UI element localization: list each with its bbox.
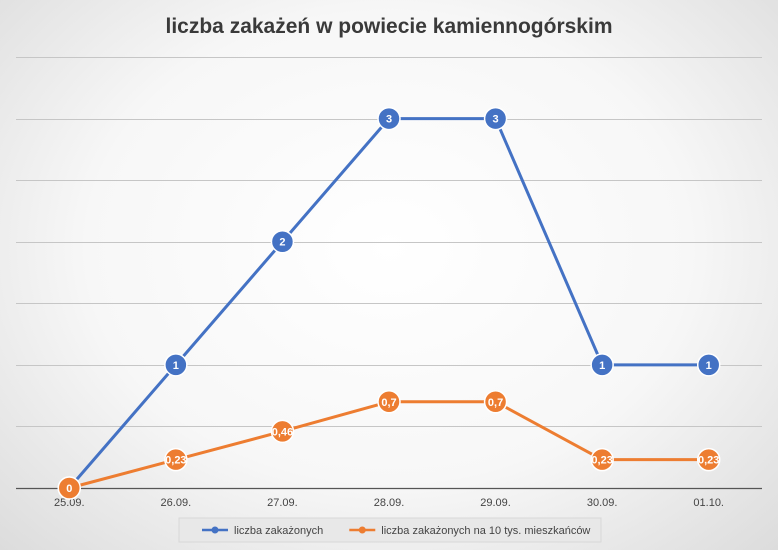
data-point[interactable] bbox=[590, 447, 614, 472]
legend-entry[interactable]: liczba zakażonych na 10 tys. mieszkańców bbox=[349, 525, 590, 537]
data-label: 0,23 bbox=[698, 455, 719, 467]
data-label: 0,23 bbox=[591, 455, 612, 467]
legend-entry[interactable]: liczba zakażonych bbox=[202, 525, 323, 537]
data-label: 0,23 bbox=[165, 455, 186, 467]
data-label: 1 bbox=[599, 360, 605, 372]
data-point[interactable] bbox=[270, 229, 295, 254]
legend-box bbox=[178, 517, 602, 543]
legend-marker-icon bbox=[211, 526, 219, 534]
x-tick-label: 26.09. bbox=[161, 497, 192, 509]
data-point[interactable] bbox=[483, 390, 508, 414]
series-line bbox=[68, 400, 709, 490]
x-tick-label: 25.09. bbox=[54, 497, 85, 509]
data-label: 0,7 bbox=[488, 397, 503, 409]
data-point[interactable] bbox=[377, 390, 401, 414]
x-tick-label: 29.09. bbox=[480, 497, 511, 509]
data-label: 0 bbox=[66, 483, 72, 495]
x-tick-label: 27.09. bbox=[267, 497, 298, 509]
data-point[interactable] bbox=[483, 106, 508, 131]
data-label: 3 bbox=[493, 114, 499, 126]
legend[interactable]: liczba zakażonych liczba zakażonych na 10… bbox=[178, 517, 602, 543]
data-point[interactable] bbox=[696, 353, 721, 377]
data-point[interactable] bbox=[590, 353, 614, 377]
data-point[interactable] bbox=[696, 447, 721, 472]
series-group: 0 1 2 3 3 1 1 0 0,23 0,46 0,7 0,7 0,23 0,23 bbox=[57, 106, 721, 500]
data-label: 2 bbox=[279, 237, 285, 249]
legend-label: liczba zakażonych bbox=[234, 525, 323, 537]
legend-marker-icon bbox=[358, 526, 366, 534]
data-point[interactable] bbox=[270, 419, 295, 444]
x-tick-label: 30.09. bbox=[587, 497, 618, 509]
data-label: 0,7 bbox=[381, 397, 396, 409]
data-label: 1 bbox=[173, 360, 179, 372]
x-axis: 25.09. 26.09. 27.09. 28.09. 29.09. 30.09. 01.1… bbox=[16, 487, 762, 509]
x-tick-label: 01.10. bbox=[693, 497, 724, 509]
legend-label: liczba zakażonych na 10 tys. mieszkańców bbox=[381, 525, 590, 537]
x-tick-label: 28.09. bbox=[374, 497, 405, 509]
chart-title: liczba zakażeń w powiecie kamiennogórski… bbox=[166, 15, 613, 38]
data-point[interactable] bbox=[57, 476, 82, 500]
series-2: 0 0,23 0,46 0,7 0,7 0,23 0,23 bbox=[57, 390, 721, 500]
data-label: 3 bbox=[386, 114, 392, 126]
data-point[interactable] bbox=[377, 106, 401, 131]
data-point[interactable] bbox=[164, 353, 188, 377]
data-label: 0,46 bbox=[272, 426, 293, 438]
data-label: 1 bbox=[706, 360, 712, 372]
data-point[interactable] bbox=[164, 447, 188, 472]
